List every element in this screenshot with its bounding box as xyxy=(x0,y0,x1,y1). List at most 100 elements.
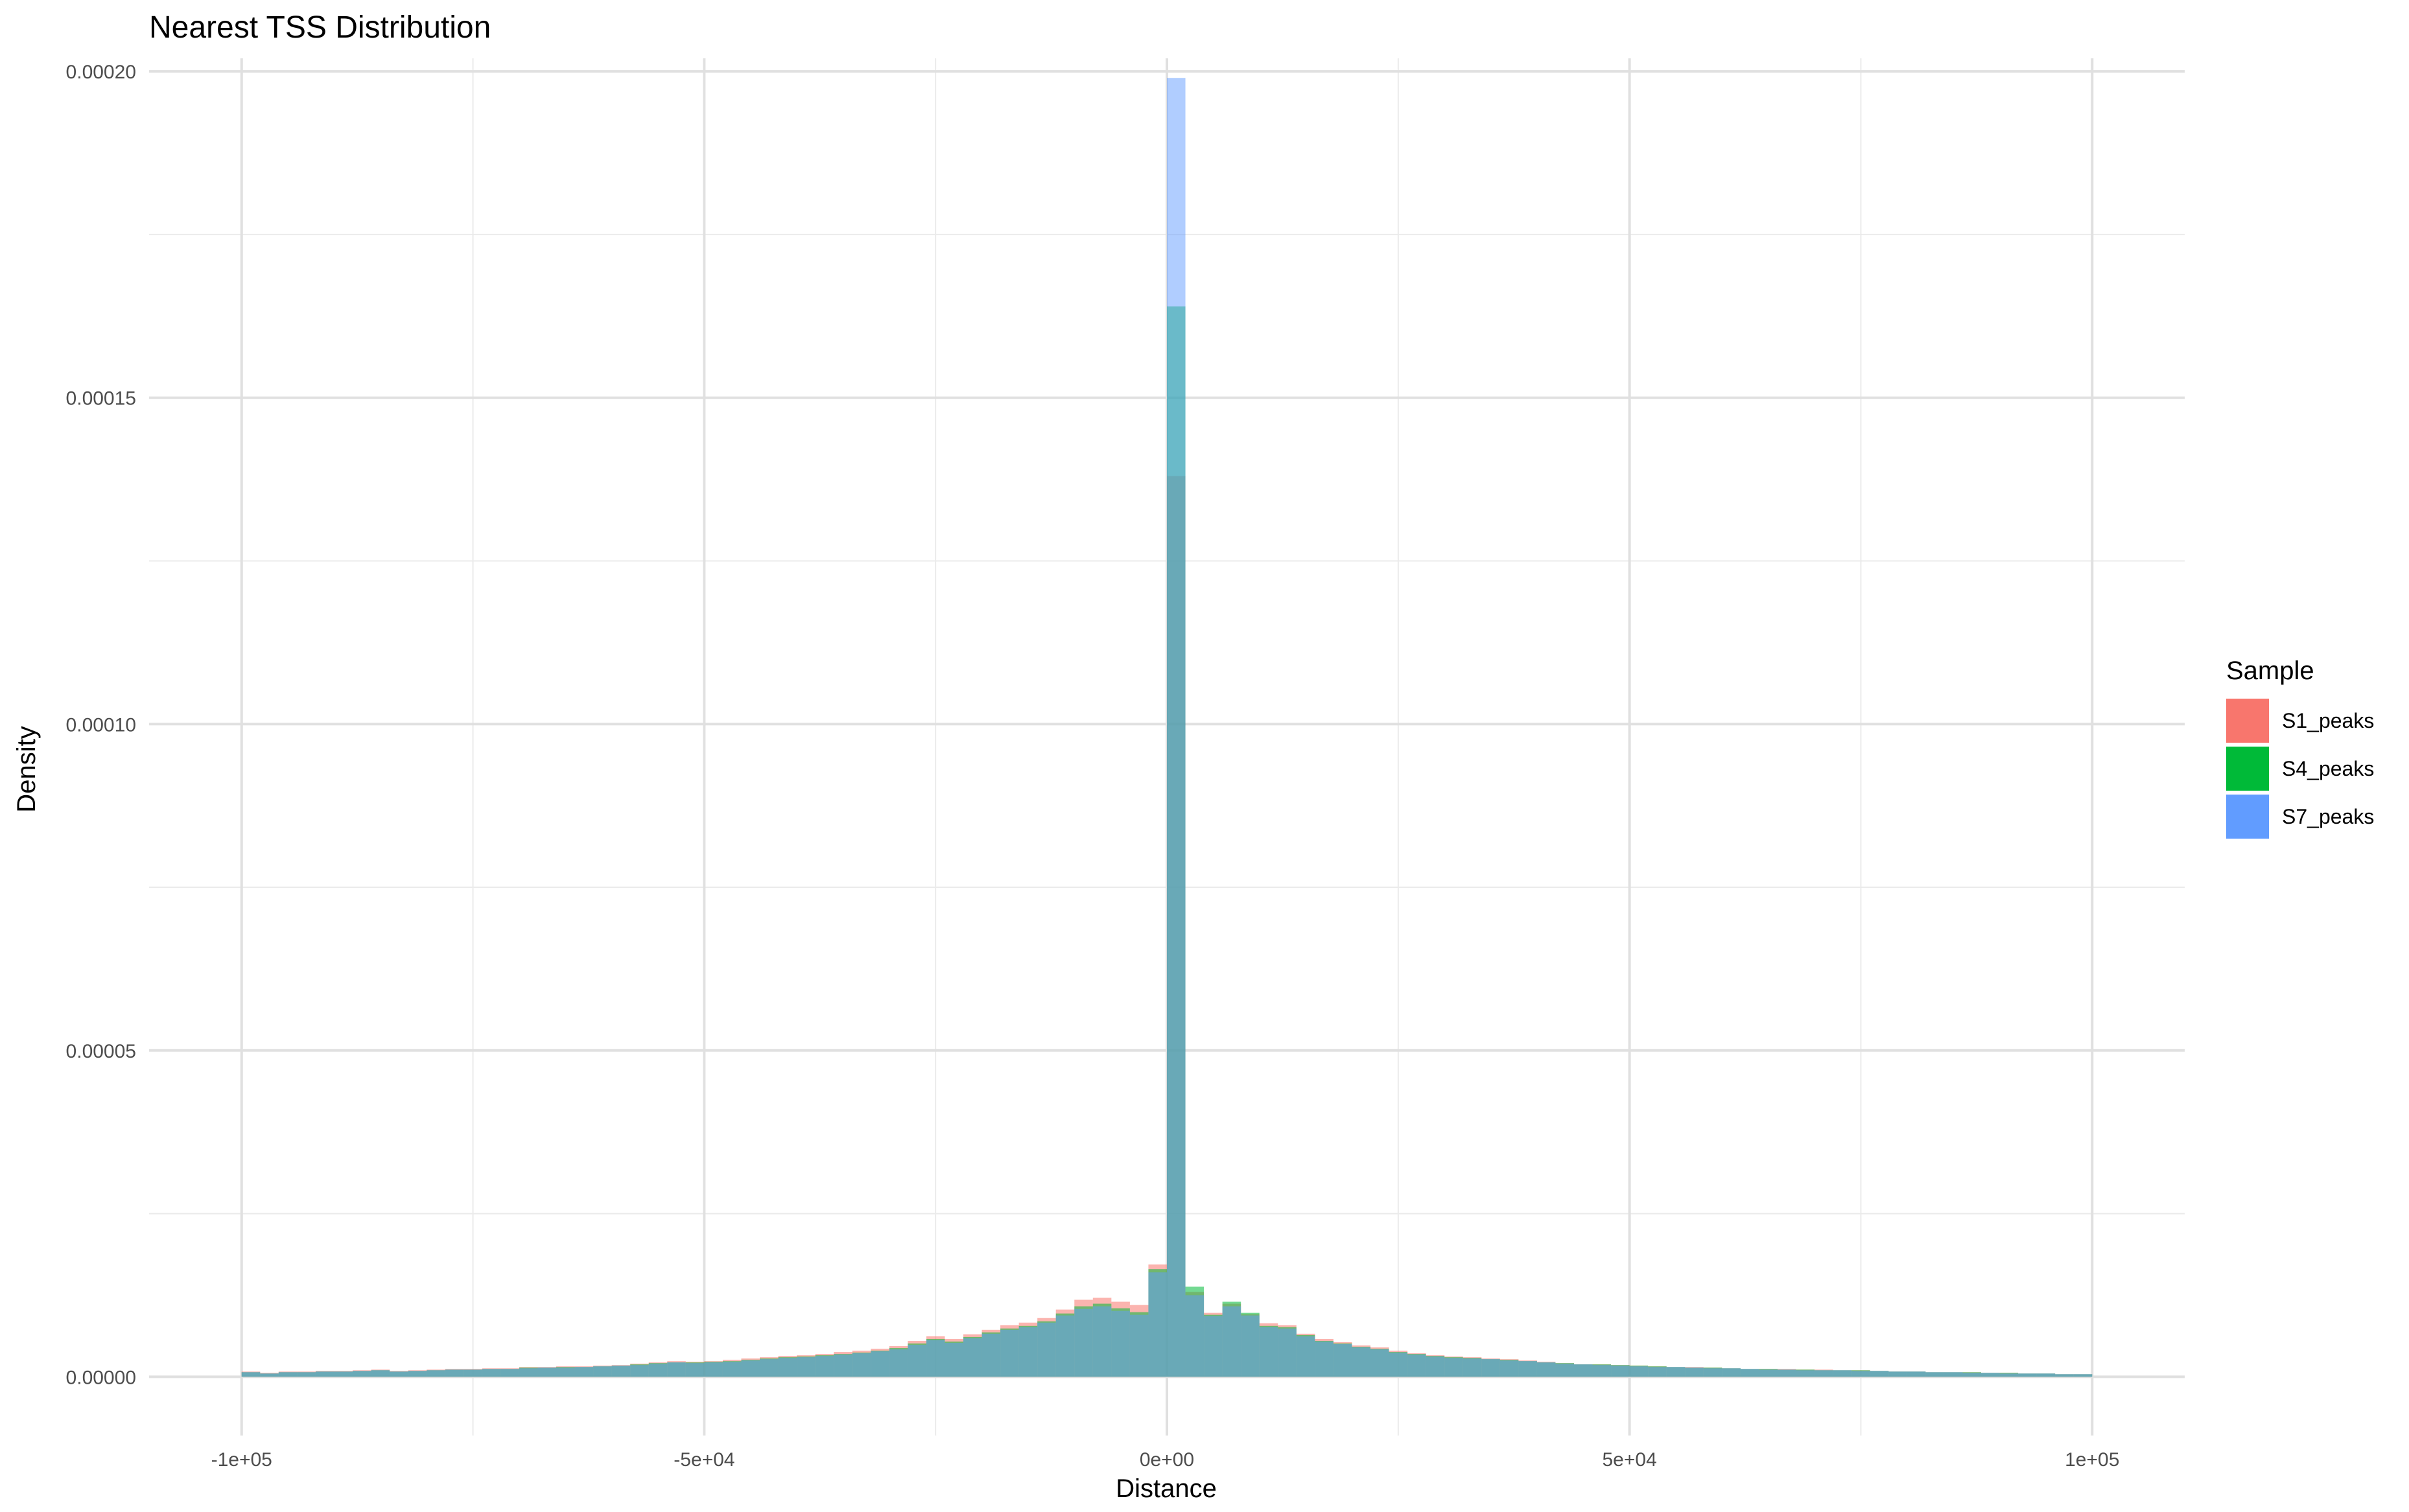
histogram-bar xyxy=(1444,1358,1463,1377)
histogram-bar xyxy=(500,1369,519,1377)
histogram-bar xyxy=(1907,1371,1926,1377)
x-axis-title: Distance xyxy=(1116,1474,1217,1503)
grid-lines xyxy=(149,58,2185,1436)
histogram-bar xyxy=(1888,1371,1907,1377)
histogram-bar xyxy=(1074,1308,1093,1377)
histogram-bar xyxy=(1148,1272,1167,1377)
histogram-bar xyxy=(1778,1369,1796,1377)
histogram-bar xyxy=(963,1338,982,1377)
histogram-bar xyxy=(908,1345,926,1377)
histogram-bar xyxy=(1611,1366,1630,1377)
histogram-bar xyxy=(1389,1353,1408,1377)
histogram-bar xyxy=(519,1368,538,1377)
histogram-bar xyxy=(537,1367,556,1377)
histogram-bar xyxy=(1407,1355,1426,1377)
histogram-bar xyxy=(2055,1374,2074,1377)
histogram-bar xyxy=(241,1372,261,1377)
x-tick-label: 1e+05 xyxy=(2065,1449,2119,1471)
histogram-bar xyxy=(2018,1373,2037,1377)
histogram-bar xyxy=(371,1370,390,1377)
histogram-bar xyxy=(390,1371,408,1377)
histogram-bar xyxy=(667,1362,686,1377)
histogram-bar xyxy=(1037,1322,1056,1377)
histogram-bar xyxy=(1574,1364,1593,1377)
histogram-bar xyxy=(722,1362,742,1377)
histogram-bar xyxy=(871,1351,889,1377)
histogram-bar xyxy=(1167,78,1186,1377)
legend-label: S7_peaks xyxy=(2282,805,2374,828)
histogram-bar xyxy=(1481,1359,1500,1377)
x-tick-label: -1e+05 xyxy=(211,1449,272,1471)
histogram-bar xyxy=(1962,1373,1981,1377)
histogram-bar xyxy=(2073,1374,2093,1377)
legend-label: S1_peaks xyxy=(2282,709,2374,732)
histogram-bar xyxy=(1703,1368,1722,1377)
histogram-bar xyxy=(260,1373,279,1377)
histogram-bar xyxy=(1463,1358,1482,1377)
histogram-bar xyxy=(1833,1370,1852,1377)
histogram-bar xyxy=(1278,1328,1297,1377)
histogram-bar xyxy=(1499,1360,1519,1377)
y-tick-label: 0.00010 xyxy=(66,714,136,736)
series-S7_peaks xyxy=(241,78,2093,1377)
histogram-bar xyxy=(1370,1349,1389,1377)
histogram-bar xyxy=(1352,1347,1370,1377)
y-tick-label: 0.00000 xyxy=(66,1367,136,1388)
histogram-bar xyxy=(1555,1364,1574,1377)
x-axis-tick-labels: -1e+05 -5e+04 0e+00 5e+04 1e+05 xyxy=(211,1449,2120,1471)
histogram-bar xyxy=(574,1367,594,1377)
y-axis-title: Density xyxy=(12,726,41,812)
histogram-bar xyxy=(1092,1306,1112,1377)
histogram-bar xyxy=(278,1372,298,1377)
histogram-bar xyxy=(1685,1367,1704,1377)
histogram-bar xyxy=(1870,1371,1889,1377)
histogram-bar xyxy=(1333,1344,1352,1377)
histogram-bar xyxy=(297,1372,316,1377)
legend-swatch xyxy=(2226,699,2269,743)
legend-items: S1_peaks S4_peaks S7_peaks xyxy=(2226,699,2374,839)
histogram-bar xyxy=(1815,1370,1833,1377)
histogram-bar xyxy=(1999,1373,2019,1377)
histogram-bar xyxy=(741,1360,760,1377)
histogram-bar xyxy=(1944,1372,1963,1377)
histogram-bar xyxy=(1296,1336,1315,1377)
histogram-bar xyxy=(1851,1371,1870,1377)
histogram-bar xyxy=(334,1371,353,1377)
histogram-bar xyxy=(1629,1366,1649,1377)
histogram-bar xyxy=(630,1365,649,1377)
histogram-bar xyxy=(408,1371,427,1377)
histogram-bar xyxy=(1648,1367,1667,1377)
histogram-bar xyxy=(797,1357,816,1377)
histogram-bar xyxy=(464,1369,482,1377)
histogram-bar xyxy=(1055,1315,1075,1377)
histogram-bar xyxy=(1796,1370,1815,1377)
histogram-bar xyxy=(1518,1361,1537,1377)
histogram-bar xyxy=(1241,1315,1260,1377)
histogram-bar xyxy=(611,1366,631,1377)
legend-item: S7_peaks xyxy=(2226,795,2374,839)
histogram-bar xyxy=(1981,1373,2000,1377)
legend-item: S4_peaks xyxy=(2226,747,2374,791)
histogram-bar xyxy=(778,1358,797,1377)
histogram-bar xyxy=(1536,1362,1556,1377)
y-tick-label: 0.00020 xyxy=(66,62,136,83)
x-tick-label: -5e+04 xyxy=(674,1449,734,1471)
legend-swatch xyxy=(2226,795,2269,839)
histogram-bar xyxy=(981,1333,1001,1377)
x-tick-label: 0e+00 xyxy=(1140,1449,1194,1471)
histogram-bar xyxy=(353,1371,371,1377)
histogram-bar xyxy=(1185,1295,1204,1377)
histogram-bar xyxy=(1259,1327,1278,1377)
histogram-bar xyxy=(1204,1316,1223,1377)
legend-item: S1_peaks xyxy=(2226,699,2374,743)
histogram-bar xyxy=(593,1366,612,1377)
legend-label: S4_peaks xyxy=(2282,757,2374,780)
histogram-bar xyxy=(427,1370,445,1377)
legend-swatch xyxy=(2226,747,2269,791)
histogram-bar xyxy=(315,1371,335,1377)
histogram-bar xyxy=(2036,1373,2056,1377)
histogram-bar xyxy=(1740,1369,1759,1377)
histogram-bar xyxy=(1000,1329,1019,1377)
histogram-bar xyxy=(945,1342,963,1377)
chart-title: Nearest TSS Distribution xyxy=(149,10,491,45)
